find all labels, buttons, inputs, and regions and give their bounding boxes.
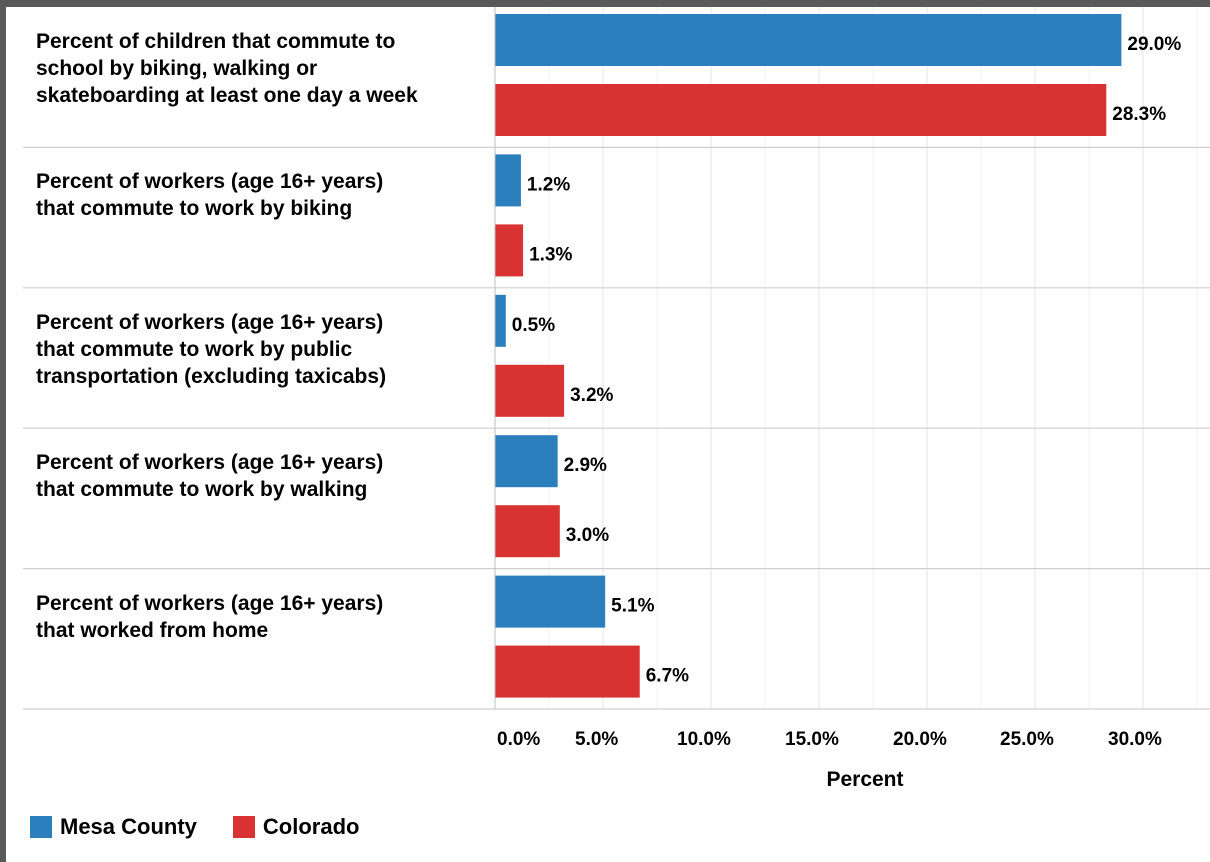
x-tick-label-6: 30.0% xyxy=(1108,729,1162,750)
data-label-colorado-3: 3.0% xyxy=(566,525,609,546)
category-label-3: Percent of workers (age 16+ years) that … xyxy=(36,451,384,502)
x-tick-label-2: 10.0% xyxy=(677,729,731,750)
data-label-mesa-county-3: 2.9% xyxy=(564,455,607,476)
data-label-colorado-0: 28.3% xyxy=(1112,104,1166,125)
legend-item-colorado: Colorado xyxy=(232,814,360,840)
bar-mesa-county-2 xyxy=(495,294,506,347)
data-label-colorado-2: 3.2% xyxy=(570,385,613,406)
x-axis-label: Percent xyxy=(826,768,904,791)
category-label-4: Percent of workers (age 16+ years) that … xyxy=(36,591,384,642)
category-label-0: Percent of children that commute to scho… xyxy=(36,30,418,107)
legend-label-colorado: Colorado xyxy=(262,814,360,839)
bar-colorado-1 xyxy=(495,224,524,277)
data-label-mesa-county-0: 29.0% xyxy=(1127,34,1181,55)
bar-colorado-4 xyxy=(495,645,640,698)
legend-label-mesa-county: Mesa County xyxy=(60,814,197,839)
data-label-colorado-1: 1.3% xyxy=(529,244,572,265)
category-label-2: Percent of workers (age 16+ years) that … xyxy=(36,310,387,388)
legend-swatch-colorado xyxy=(232,816,255,838)
bar-colorado-0 xyxy=(495,84,1107,136)
data-label-mesa-county-1: 1.2% xyxy=(527,174,570,195)
x-tick-label-1: 5.0% xyxy=(575,729,618,750)
bar-colorado-3 xyxy=(495,505,560,558)
legend-item-mesa-county: Mesa County xyxy=(30,814,197,840)
x-tick-label-4: 20.0% xyxy=(893,729,947,750)
category-label-1: Percent of workers (age 16+ years) that … xyxy=(36,170,384,221)
data-label-colorado-4: 6.7% xyxy=(646,666,689,687)
bar-mesa-county-0 xyxy=(495,14,1122,66)
data-label-mesa-county-2: 0.5% xyxy=(512,315,555,336)
bar-mesa-county-3 xyxy=(495,435,558,488)
bar-mesa-county-1 xyxy=(495,154,521,207)
x-tick-label-5: 25.0% xyxy=(1000,729,1054,750)
data-label-mesa-county-4: 5.1% xyxy=(611,596,654,617)
bar-colorado-2 xyxy=(495,364,565,417)
bar-mesa-county-4 xyxy=(495,575,606,628)
x-tick-label-3: 15.0% xyxy=(785,729,839,750)
legend: Mesa County Colorado xyxy=(30,814,385,840)
legend-swatch-mesa-county xyxy=(30,816,52,838)
x-tick-label-0: 0.0% xyxy=(497,729,540,750)
